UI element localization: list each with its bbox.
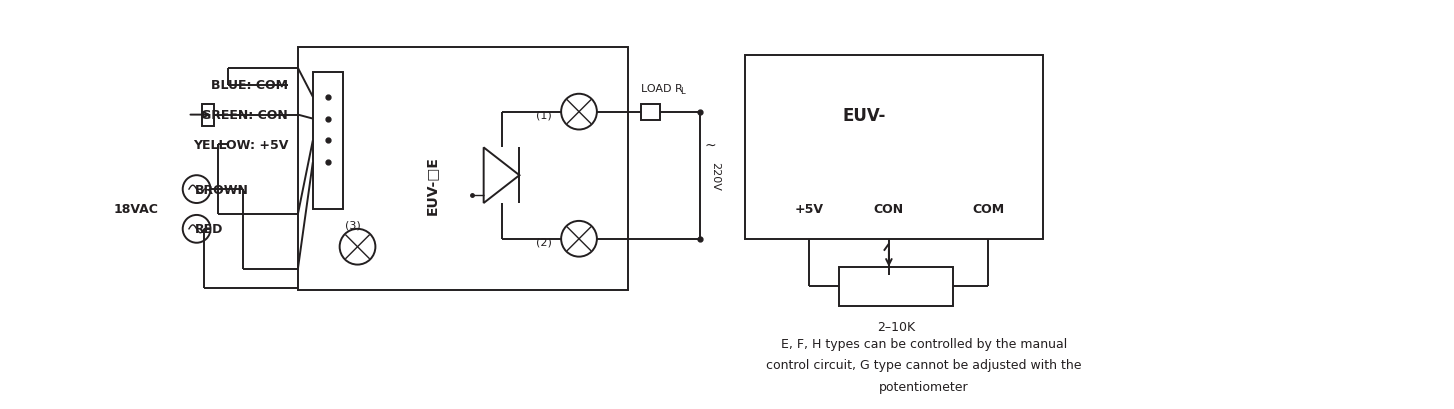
Text: control circuit, G type cannot be adjusted with the: control circuit, G type cannot be adjust… [766, 359, 1082, 371]
Text: (2): (2) [537, 237, 553, 247]
Text: E, F, H types can be controlled by the manual: E, F, H types can be controlled by the m… [781, 337, 1067, 350]
Text: GREEN: CON: GREEN: CON [201, 109, 288, 122]
Text: (3): (3) [345, 220, 361, 230]
Text: 18VAC: 18VAC [113, 203, 158, 216]
Bar [313, 73, 343, 209]
Bar [641, 104, 660, 120]
Text: CON: CON [874, 203, 904, 216]
Text: EUV-: EUV- [842, 106, 885, 124]
Text: BLUE: COM: BLUE: COM [211, 79, 288, 92]
Text: 2–10K: 2–10K [877, 320, 915, 333]
Text: RED: RED [195, 223, 224, 236]
Text: 220V: 220V [710, 162, 720, 190]
Text: +5V: +5V [795, 203, 824, 216]
Text: (1): (1) [537, 110, 553, 120]
Text: COM: COM [973, 203, 1005, 216]
Text: YELLOW: +5V: YELLOW: +5V [192, 139, 288, 152]
Bar [298, 48, 628, 291]
Bar [839, 267, 954, 307]
Text: potentiometer: potentiometer [878, 380, 968, 393]
Text: LOAD R: LOAD R [641, 83, 682, 94]
Text: BROWN: BROWN [195, 183, 249, 196]
Bar [202, 104, 214, 126]
Text: L: L [680, 87, 685, 96]
Bar [744, 56, 1043, 239]
Text: ~: ~ [704, 138, 715, 152]
Text: EUV-□E: EUV-□E [425, 155, 439, 214]
